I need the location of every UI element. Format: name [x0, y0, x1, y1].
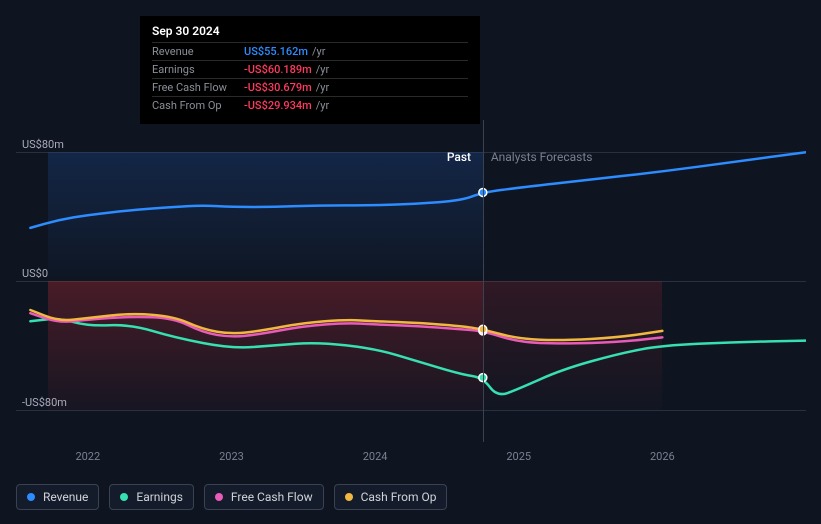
legend-swatch [215, 493, 223, 501]
legend-item-cfo[interactable]: Cash From Op [334, 484, 448, 510]
tooltip-unit: /yr [312, 45, 325, 58]
legend: Revenue Earnings Free Cash Flow Cash From O… [16, 484, 447, 510]
chart-area: US$80mUS$0-US$80m 20222023202420252026 P… [16, 120, 806, 442]
forecast-label: Analysts Forecasts [491, 150, 593, 164]
past-label: Past [447, 150, 471, 164]
legend-label: Revenue [43, 490, 88, 504]
legend-label: Earnings [136, 490, 183, 504]
tooltip-row: RevenueUS$55.162m/yr [152, 42, 468, 60]
x-axis-label: 2024 [363, 450, 388, 463]
legend-swatch [345, 493, 353, 501]
tooltip-unit: /yr [316, 99, 329, 112]
x-axis-label: 2025 [506, 450, 531, 463]
legend-label: Cash From Op [361, 490, 437, 504]
tooltip-label: Cash From Op [152, 99, 244, 112]
legend-label: Free Cash Flow [231, 490, 313, 504]
tooltip-value: -US$29.934m [244, 99, 312, 112]
legend-item-earnings[interactable]: Earnings [109, 484, 194, 510]
chart-lines [16, 120, 806, 442]
y-axis-label: -US$80m [22, 396, 67, 409]
tooltip-label: Revenue [152, 45, 244, 58]
tooltip-row: Cash From Op-US$29.934m/yr [152, 96, 468, 114]
tooltip-date: Sep 30 2024 [152, 24, 468, 42]
tooltip-value: US$55.162m [244, 45, 308, 58]
tooltip: Sep 30 2024 RevenueUS$55.162m/yrEarnings… [140, 16, 480, 124]
y-axis-label: US$80m [22, 138, 64, 151]
tooltip-row: Free Cash Flow-US$30.679m/yr [152, 78, 468, 96]
tooltip-unit: /yr [316, 63, 329, 76]
tooltip-label: Earnings [152, 63, 244, 76]
series-earnings [30, 319, 806, 394]
legend-item-revenue[interactable]: Revenue [16, 484, 99, 510]
tooltip-row: Earnings-US$60.189m/yr [152, 60, 468, 78]
tooltip-value: -US$30.679m [244, 81, 312, 94]
legend-swatch [120, 493, 128, 501]
y-axis-label: US$0 [22, 267, 48, 280]
legend-item-fcf[interactable]: Free Cash Flow [204, 484, 324, 510]
x-axis-label: 2022 [75, 450, 100, 463]
tooltip-unit: /yr [316, 81, 329, 94]
tooltip-value: -US$60.189m [244, 63, 312, 76]
now-line [483, 120, 484, 442]
tooltip-label: Free Cash Flow [152, 81, 244, 94]
x-axis-label: 2026 [650, 450, 675, 463]
legend-swatch [27, 493, 35, 501]
series-revenue [30, 152, 806, 228]
x-axis-label: 2023 [219, 450, 244, 463]
